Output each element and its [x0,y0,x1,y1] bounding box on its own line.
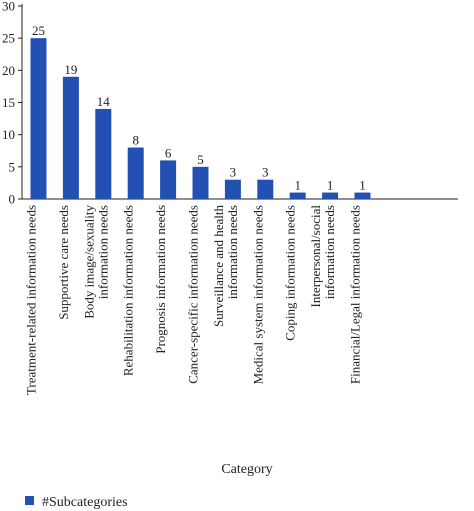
bar [30,38,47,199]
x-category-label: Coping information needs [283,205,298,341]
bar [257,179,274,199]
bar-value-label: 3 [230,165,237,180]
x-category-label: Interpersonal/socialinformation needs [308,205,337,308]
bar-value-label: 19 [64,62,77,77]
bars [30,38,371,199]
bar-value-label: 25 [32,23,45,38]
x-category-label: Supportive care needs [56,205,71,320]
bar [127,147,144,199]
x-category-label: Body image/sexualityinformation needs [81,205,110,319]
x-category-label: Cancer-specific information needs [186,205,201,384]
bar-value-label: 1 [327,178,334,193]
bar-value-label: 6 [165,145,172,160]
x-category-label: Rehabilitation information needs [121,205,136,376]
legend-swatch [25,496,34,505]
bar [192,166,209,199]
bar-value-label: 3 [262,165,269,180]
y-tick-label: 15 [2,95,15,110]
x-category-label: Medical system information needs [250,205,265,384]
bar [62,76,79,199]
bar [322,192,339,199]
bar-value-label: 1 [294,178,301,193]
y-tick-label: 30 [2,0,15,14]
x-axis-title: Category [221,462,272,477]
x-category-label: Surveillance and healthinformation needs [211,205,240,328]
value-labels: 25 19 14 8 6 5 3 3 1 1 1 [32,23,366,192]
bar-value-label: 1 [359,178,366,193]
y-tick-label: 10 [2,127,15,142]
bar [224,179,241,199]
x-category-label: Treatment-related information needs [24,205,39,395]
bar-value-label: 5 [197,152,204,167]
y-tick-label: 5 [9,159,16,174]
legend: #Subcategories [25,495,128,510]
bar [160,160,177,199]
legend-label: #Subcategories [42,495,128,510]
x-category-label: Financial/Legal information needs [348,205,363,384]
x-axis-labels: Treatment-related information needs Suppo… [24,205,363,396]
x-category-label: Prognosis information needs [153,205,168,354]
bar [354,192,371,199]
y-tick-label: 25 [2,31,15,46]
bar [95,108,112,199]
bar [289,192,306,199]
y-tick-label: 0 [9,192,16,207]
bar-value-label: 14 [97,94,111,109]
y-tick-label: 20 [2,63,15,78]
bar-value-label: 8 [132,133,139,148]
